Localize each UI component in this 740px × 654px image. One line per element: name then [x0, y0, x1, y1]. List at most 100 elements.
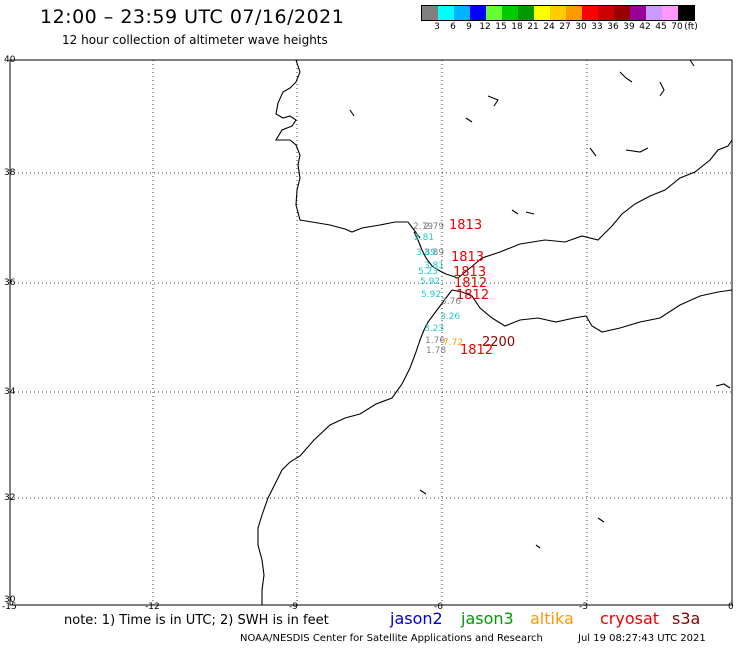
- wave-height-label: 5.92: [420, 277, 440, 287]
- credit-line: NOAA/NESDIS Center for Satellite Applica…: [240, 633, 543, 644]
- color-swatch: [598, 6, 614, 20]
- longitude-label: -9: [289, 602, 298, 612]
- island-12: [419, 489, 427, 495]
- wave-height-label: 3.89: [424, 248, 444, 258]
- color-scale-label: 42: [639, 22, 651, 32]
- color-scale-label: 18: [511, 22, 523, 32]
- color-scale-label: 9: [466, 22, 472, 32]
- wave-height-label: 3.26: [440, 312, 460, 322]
- coast-morocco-west: [257, 289, 453, 605]
- wave-height-label: 7.72: [443, 338, 463, 348]
- color-scale-label: 12: [479, 22, 491, 32]
- coast-spain-med: [457, 139, 733, 279]
- latitude-label: 30: [4, 595, 16, 605]
- wave-height-label: 1813: [451, 250, 484, 265]
- wave-height-label: 1812: [456, 288, 489, 303]
- island-13: [349, 109, 355, 117]
- wave-height-label: 2.81: [414, 233, 434, 243]
- color-swatch: [678, 6, 694, 20]
- latitude-label: 32: [4, 493, 16, 503]
- wave-height-label: 1813: [449, 218, 482, 233]
- satellite-legend-item: jason2: [390, 609, 443, 628]
- color-scale-bar: [421, 5, 695, 21]
- color-swatch: [534, 6, 550, 20]
- wave-height-label: 2.79: [424, 222, 444, 232]
- color-swatch: [614, 6, 630, 20]
- wave-height-label: 3.89: [416, 248, 436, 258]
- chart-subtitle: 12 hour collection of altimeter wave hei…: [62, 33, 328, 47]
- chart-title: 12:00 – 23:59 UTC 07/16/2021: [40, 6, 345, 28]
- coast-iberia-west: [275, 59, 421, 239]
- island-6: [625, 147, 649, 153]
- color-swatch: [662, 6, 678, 20]
- color-scale-label: 27: [559, 22, 571, 32]
- color-swatch: [646, 6, 662, 20]
- longitude-label: -6: [434, 602, 443, 612]
- color-scale-label: 3: [434, 22, 440, 32]
- satellite-legend-item: jason3: [461, 609, 514, 628]
- generated-timestamp: Jul 19 08:27:43 UTC 2021: [578, 633, 706, 644]
- satellite-legend-item: altika: [530, 609, 574, 628]
- color-swatch: [454, 6, 470, 20]
- longitude-label: 0: [728, 602, 734, 612]
- wave-height-label: 1812: [460, 343, 493, 358]
- coast-north-africa: [451, 289, 733, 333]
- island-14: [465, 117, 473, 123]
- island-11: [535, 544, 541, 549]
- island-3: [689, 59, 695, 67]
- coast-cadiz: [413, 231, 459, 279]
- map-frame: [9, 59, 733, 606]
- longitude-label: -3: [579, 602, 588, 612]
- color-swatch: [566, 6, 582, 20]
- wave-height-label: 3.23: [424, 324, 444, 334]
- color-scale-label: 15: [495, 22, 507, 32]
- color-scale-label: 30: [575, 22, 587, 32]
- observation-labels: 2.792.79 1813 2.81 3.89 1813 3.89 3.815.23 1813…: [413, 218, 515, 358]
- color-swatch: [502, 6, 518, 20]
- color-swatch: [470, 6, 486, 20]
- latitude-label: 36: [4, 278, 16, 288]
- wave-height-label: 3.76: [441, 297, 461, 307]
- island-1: [619, 71, 633, 83]
- island-7: [511, 209, 519, 215]
- color-swatch: [550, 6, 566, 20]
- satellite-legend-item: cryosat: [600, 609, 660, 628]
- wave-height-label: 1813: [453, 265, 486, 280]
- island-4: [487, 95, 499, 107]
- wave-height-label: 2200: [482, 335, 515, 350]
- color-scale-label: 21: [527, 22, 539, 32]
- island-8: [525, 211, 535, 215]
- wave-height-label: 5.92: [421, 290, 441, 300]
- wave-height-label: 1812: [454, 276, 487, 291]
- wave-height-label: 3.81: [424, 261, 444, 271]
- longitude-label: -15: [2, 602, 17, 612]
- footer-note: note: 1) Time is in UTC; 2) SWH is in fe…: [64, 613, 329, 628]
- color-swatch: [486, 6, 502, 20]
- color-swatch: [630, 6, 646, 20]
- island-5: [589, 147, 597, 157]
- wave-height-label: 2.79: [413, 222, 433, 232]
- color-scale-label: 6: [450, 22, 456, 32]
- color-scale-labels: 3 6 9 12 15 18 21 24 27 30 33 36 39 42 45 70 (ft): [421, 22, 740, 34]
- color-swatch: [518, 6, 534, 20]
- longitude-label: -12: [145, 602, 160, 612]
- coastlines: [257, 59, 733, 605]
- graticule: [10, 60, 732, 605]
- island-9: [715, 383, 731, 389]
- color-scale-label: 70: [671, 22, 683, 32]
- island-10: [597, 517, 605, 523]
- color-scale-label: (ft): [684, 22, 698, 32]
- color-swatch: [582, 6, 598, 20]
- latitude-label: 38: [4, 168, 16, 178]
- satellite-legend-item: s3a: [672, 609, 701, 628]
- color-scale-label: 39: [623, 22, 635, 32]
- wave-height-label: 1.78: [426, 346, 446, 356]
- color-swatch: [438, 6, 454, 20]
- color-swatch: [422, 6, 438, 20]
- color-scale-label: 33: [591, 22, 603, 32]
- wave-height-label: 5.23: [418, 267, 438, 277]
- latitude-label: 40: [4, 55, 16, 65]
- color-scale-label: 36: [607, 22, 619, 32]
